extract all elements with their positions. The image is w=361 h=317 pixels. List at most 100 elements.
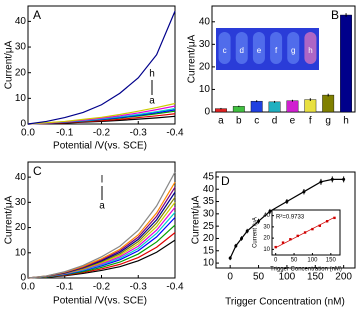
x-tick-label: -0.4	[166, 128, 184, 139]
curve-annotation: a	[99, 201, 105, 212]
data-point	[274, 245, 277, 249]
bar	[250, 100, 263, 113]
y-tick-label: 40	[199, 16, 211, 27]
x-tick-label: 0.0	[21, 128, 35, 139]
x-tick-label: 100	[307, 258, 318, 264]
panel-label: C	[33, 164, 42, 178]
y-tick-label: 45	[203, 172, 215, 183]
y-tick-label: 30	[199, 39, 211, 50]
data-point	[245, 229, 249, 233]
x-tick-label: -0.1	[56, 128, 74, 139]
data-point	[319, 180, 323, 184]
panel-label: B	[331, 8, 339, 22]
y-tick-label: 40	[15, 172, 27, 183]
photo-label: d	[240, 46, 244, 55]
data-point	[268, 209, 272, 213]
data-point	[330, 177, 334, 181]
bar	[322, 94, 335, 113]
data-point	[318, 224, 321, 227]
y-tick-label: 40	[203, 184, 215, 195]
x-tick-label: 100	[279, 272, 296, 283]
photo-inset	[216, 28, 319, 70]
x-tick-label: -0.3	[130, 282, 148, 293]
data-point	[302, 190, 306, 194]
y-tick-label: 0	[20, 273, 26, 284]
y-tick-label: 20	[199, 62, 211, 73]
x-tick-label: -0.1	[56, 282, 74, 293]
data-line	[27, 212, 176, 279]
x-tick-label: -0.4	[166, 282, 184, 293]
x-tick-label: f	[309, 116, 312, 127]
x-tick-label: 150	[326, 258, 337, 264]
y-tick-label: 0	[20, 119, 26, 130]
x-tick-label: d	[272, 116, 278, 127]
data-line	[27, 10, 176, 125]
y-tick-label: 10	[263, 247, 270, 253]
x-tick-label: b	[236, 116, 242, 127]
x-tick-label: 0	[227, 272, 233, 283]
tube	[252, 32, 265, 64]
bar	[340, 14, 352, 113]
x-tick-label: 0.0	[21, 282, 35, 293]
x-axis-label: Potential /V(vs. SCE)	[53, 296, 147, 307]
y-tick-label: 40	[15, 16, 27, 27]
y-axis-label: Current /μA	[253, 217, 259, 248]
panel-label: A	[33, 8, 41, 22]
bar	[304, 99, 317, 113]
x-tick-label: a	[218, 116, 224, 127]
data-point	[289, 238, 292, 241]
x-tick-label: 150	[307, 272, 324, 283]
plot-frame	[211, 5, 356, 113]
x-tick-label: -0.3	[130, 128, 148, 139]
tube	[270, 32, 283, 64]
y-tick-label: 30	[263, 224, 270, 230]
data-point	[240, 236, 244, 240]
x-tick-label: 50	[291, 258, 298, 264]
x-tick-label: 50	[253, 272, 265, 283]
photo-label: f	[275, 46, 278, 55]
tube	[218, 32, 231, 64]
fit-line	[275, 216, 335, 249]
y-tick-label: 20	[263, 236, 270, 242]
x-tick-label: h	[343, 116, 349, 127]
y-axis-label: Current/μA	[191, 195, 202, 244]
x-tick-label: -0.2	[93, 128, 111, 139]
y-tick-label: 40	[263, 213, 270, 219]
panel-label: D	[221, 174, 230, 188]
fit-annotation: R²=0.9733	[276, 215, 305, 221]
x-tick-label: c	[254, 116, 259, 127]
bar	[232, 106, 245, 113]
photo-label: g	[291, 46, 295, 55]
y-tick-label: 30	[15, 42, 27, 53]
y-tick-label: 30	[203, 208, 215, 219]
data-point	[257, 219, 261, 223]
tube	[287, 32, 300, 64]
x-tick-label: -0.2	[93, 282, 111, 293]
tube	[304, 32, 317, 64]
y-tick-label: 20	[203, 233, 215, 244]
data-point	[342, 177, 346, 181]
y-tick-label: 30	[15, 197, 27, 208]
y-tick-label: 20	[15, 67, 27, 78]
y-axis-label: Current/μA	[187, 34, 198, 83]
curve-annotation: l	[101, 175, 103, 186]
y-tick-label: 10	[199, 84, 211, 95]
data-point	[333, 216, 336, 220]
x-tick-label: g	[325, 116, 331, 127]
y-tick-label: 0	[204, 107, 210, 118]
y-tick-label: 35	[203, 196, 215, 207]
y-axis-label: Current/μA	[4, 40, 15, 89]
y-tick-label: 20	[15, 222, 27, 233]
data-point	[234, 244, 238, 248]
photo-label: h	[308, 46, 312, 55]
y-tick-label: 10	[15, 93, 27, 104]
y-tick-label: 10	[15, 247, 27, 258]
curve-annotation: a	[149, 96, 155, 107]
data-line	[27, 171, 176, 279]
x-axis-label: Trigger Concentration (nM)	[270, 267, 342, 273]
y-tick-label: 15	[203, 245, 215, 256]
data-line	[27, 102, 176, 125]
photo-label: e	[257, 46, 262, 55]
data-point	[228, 256, 232, 260]
